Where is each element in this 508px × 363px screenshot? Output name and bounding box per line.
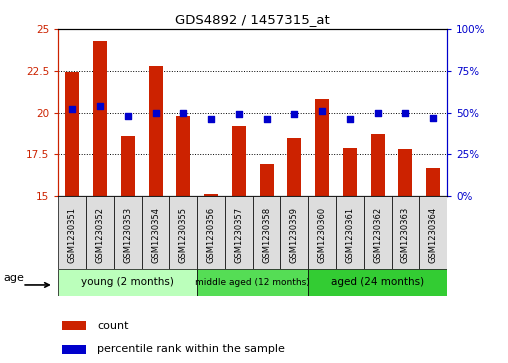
Bar bbox=[170, 196, 197, 269]
Text: GSM1230356: GSM1230356 bbox=[207, 207, 215, 263]
Bar bbox=[280, 196, 308, 269]
Bar bbox=[197, 269, 308, 296]
Text: GSM1230363: GSM1230363 bbox=[401, 207, 410, 263]
Bar bbox=[253, 196, 280, 269]
Text: GSM1230360: GSM1230360 bbox=[318, 207, 327, 263]
Bar bbox=[336, 196, 364, 269]
Bar bbox=[398, 149, 412, 196]
Bar bbox=[315, 99, 329, 196]
Text: GSM1230357: GSM1230357 bbox=[234, 207, 243, 263]
Bar bbox=[225, 196, 253, 269]
Point bbox=[346, 116, 354, 122]
Bar bbox=[62, 321, 86, 330]
Text: middle aged (12 months): middle aged (12 months) bbox=[196, 278, 310, 287]
Point bbox=[151, 110, 160, 115]
Bar bbox=[364, 196, 392, 269]
Bar bbox=[426, 168, 440, 196]
Text: age: age bbox=[3, 273, 24, 283]
Bar bbox=[58, 269, 197, 296]
Bar bbox=[176, 116, 190, 196]
Bar bbox=[149, 66, 163, 196]
Bar bbox=[288, 138, 301, 196]
Text: count: count bbox=[98, 321, 129, 331]
Bar bbox=[93, 41, 107, 196]
Bar bbox=[62, 344, 86, 354]
Text: aged (24 months): aged (24 months) bbox=[331, 277, 424, 287]
Bar bbox=[142, 196, 170, 269]
Point bbox=[96, 103, 104, 109]
Text: GSM1230361: GSM1230361 bbox=[345, 207, 355, 263]
Text: GSM1230354: GSM1230354 bbox=[151, 207, 160, 263]
Text: GSM1230364: GSM1230364 bbox=[429, 207, 438, 263]
Point bbox=[124, 113, 132, 119]
Bar bbox=[66, 73, 79, 196]
Point bbox=[263, 116, 271, 122]
Title: GDS4892 / 1457315_at: GDS4892 / 1457315_at bbox=[175, 13, 330, 26]
Bar bbox=[260, 164, 273, 196]
Point bbox=[290, 111, 298, 117]
Point bbox=[429, 115, 437, 121]
Bar bbox=[58, 196, 86, 269]
Bar bbox=[204, 194, 218, 196]
Text: percentile rank within the sample: percentile rank within the sample bbox=[98, 344, 285, 354]
Bar bbox=[392, 196, 419, 269]
Bar bbox=[232, 126, 246, 196]
Point bbox=[318, 108, 326, 114]
Point bbox=[68, 106, 76, 112]
Text: GSM1230362: GSM1230362 bbox=[373, 207, 382, 263]
Bar bbox=[197, 196, 225, 269]
Bar bbox=[419, 196, 447, 269]
Text: young (2 months): young (2 months) bbox=[81, 277, 174, 287]
Bar bbox=[308, 196, 336, 269]
Point bbox=[401, 110, 409, 115]
Bar bbox=[371, 134, 385, 196]
Point bbox=[207, 116, 215, 122]
Bar bbox=[308, 269, 447, 296]
Bar bbox=[114, 196, 142, 269]
Point bbox=[179, 110, 187, 115]
Bar bbox=[343, 148, 357, 196]
Text: GSM1230358: GSM1230358 bbox=[262, 207, 271, 263]
Text: GSM1230353: GSM1230353 bbox=[123, 207, 132, 263]
Point bbox=[235, 111, 243, 117]
Text: GSM1230359: GSM1230359 bbox=[290, 207, 299, 263]
Text: GSM1230355: GSM1230355 bbox=[179, 207, 188, 263]
Point bbox=[373, 110, 382, 115]
Text: GSM1230351: GSM1230351 bbox=[68, 207, 77, 263]
Bar bbox=[121, 136, 135, 196]
Bar bbox=[86, 196, 114, 269]
Text: GSM1230352: GSM1230352 bbox=[96, 207, 105, 263]
